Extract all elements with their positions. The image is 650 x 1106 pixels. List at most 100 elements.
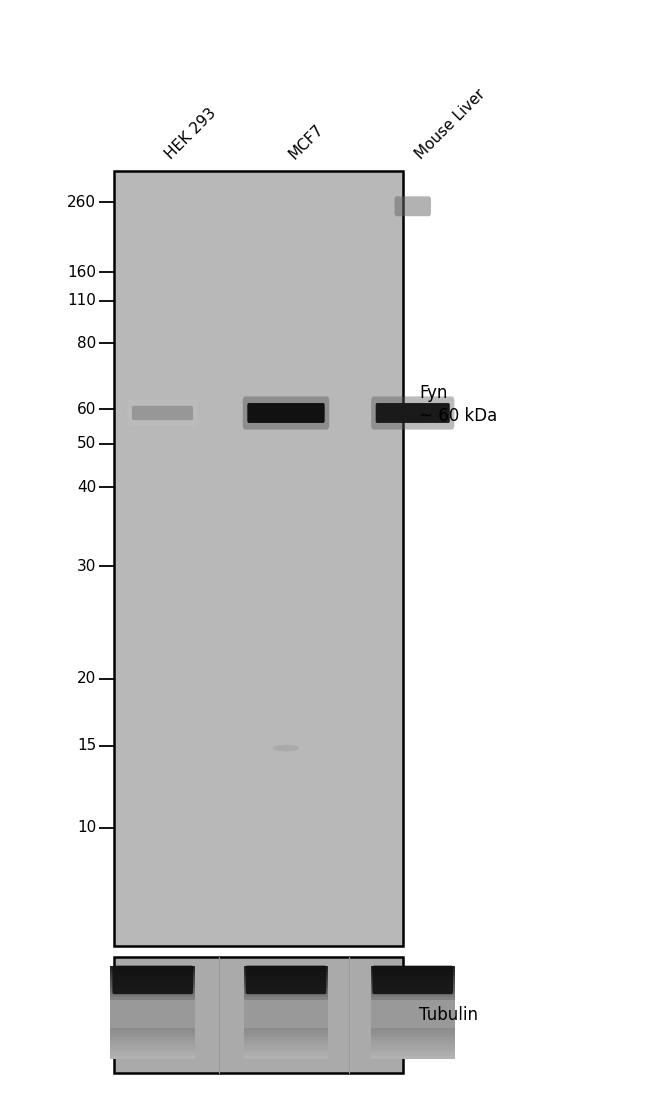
Bar xyxy=(111,972,195,975)
Text: 160: 160 xyxy=(67,264,96,280)
Bar xyxy=(244,1053,328,1056)
Bar xyxy=(244,1003,328,1006)
Bar xyxy=(111,1037,195,1041)
Bar xyxy=(370,1010,455,1012)
Ellipse shape xyxy=(273,745,299,752)
Bar xyxy=(111,997,195,1000)
Bar xyxy=(370,1003,455,1006)
Text: 50: 50 xyxy=(77,437,96,451)
Bar xyxy=(111,1019,195,1022)
Bar xyxy=(114,957,403,1073)
Bar xyxy=(244,1022,328,1025)
Text: 260: 260 xyxy=(67,195,96,210)
Bar xyxy=(111,984,195,988)
Bar xyxy=(111,1003,195,1006)
Text: MCF7: MCF7 xyxy=(286,122,326,163)
Bar xyxy=(370,966,455,969)
Text: 60: 60 xyxy=(77,401,96,417)
Bar xyxy=(244,1043,328,1046)
Bar xyxy=(370,1041,455,1043)
Bar xyxy=(111,1043,195,1046)
Bar xyxy=(111,994,195,997)
Bar xyxy=(370,981,455,984)
FancyBboxPatch shape xyxy=(246,966,326,994)
Bar xyxy=(244,988,328,991)
Bar xyxy=(111,1031,195,1034)
Bar xyxy=(370,975,455,979)
Text: Mouse Liver: Mouse Liver xyxy=(413,87,489,163)
Bar xyxy=(111,1027,195,1031)
Bar xyxy=(370,1025,455,1027)
Bar xyxy=(370,994,455,997)
Bar xyxy=(244,1041,328,1043)
Bar xyxy=(111,981,195,984)
Bar xyxy=(370,1053,455,1056)
FancyBboxPatch shape xyxy=(372,966,453,994)
Bar xyxy=(111,1006,195,1010)
Bar xyxy=(111,975,195,979)
Bar xyxy=(370,988,455,991)
Bar xyxy=(244,981,328,984)
Bar xyxy=(370,1015,455,1019)
Bar xyxy=(244,1037,328,1041)
Bar xyxy=(244,1025,328,1027)
Text: 10: 10 xyxy=(77,821,96,835)
Bar xyxy=(111,969,195,972)
Bar xyxy=(111,966,195,969)
Bar xyxy=(244,1015,328,1019)
Bar xyxy=(244,1031,328,1034)
Bar xyxy=(370,997,455,1000)
Bar xyxy=(244,969,328,972)
Bar xyxy=(111,1022,195,1025)
Bar xyxy=(370,1006,455,1010)
Bar xyxy=(244,994,328,997)
Text: HEK 293: HEK 293 xyxy=(162,106,219,163)
FancyBboxPatch shape xyxy=(247,403,325,422)
FancyBboxPatch shape xyxy=(376,403,450,422)
Bar xyxy=(111,1056,195,1058)
Bar xyxy=(370,969,455,972)
Bar xyxy=(370,1050,455,1053)
Bar xyxy=(370,984,455,988)
Bar xyxy=(111,1025,195,1027)
Text: 15: 15 xyxy=(77,739,96,753)
Bar xyxy=(111,988,195,991)
Bar xyxy=(244,1046,328,1050)
Bar xyxy=(244,991,328,994)
Bar xyxy=(370,1000,455,1003)
Bar xyxy=(244,1050,328,1053)
Bar xyxy=(244,997,328,1000)
Bar xyxy=(244,1027,328,1031)
Bar xyxy=(111,1034,195,1037)
Text: 20: 20 xyxy=(77,671,96,686)
Bar xyxy=(244,1000,328,1003)
FancyBboxPatch shape xyxy=(243,396,329,429)
Text: 80: 80 xyxy=(77,336,96,351)
Bar xyxy=(244,1010,328,1012)
Text: Fyn: Fyn xyxy=(419,384,448,401)
Bar xyxy=(370,1046,455,1050)
Bar xyxy=(370,1043,455,1046)
Bar xyxy=(370,1031,455,1034)
Text: Tubulin: Tubulin xyxy=(419,1005,478,1024)
Text: 110: 110 xyxy=(68,293,96,309)
Bar xyxy=(244,966,328,969)
Bar xyxy=(370,1056,455,1058)
FancyBboxPatch shape xyxy=(395,197,431,217)
Bar xyxy=(244,975,328,979)
Bar xyxy=(370,1034,455,1037)
Bar xyxy=(370,972,455,975)
Bar xyxy=(244,972,328,975)
Bar xyxy=(244,1012,328,1015)
Bar xyxy=(111,1015,195,1019)
FancyBboxPatch shape xyxy=(112,966,193,994)
Bar xyxy=(244,1019,328,1022)
Bar xyxy=(370,1037,455,1041)
Bar xyxy=(111,1050,195,1053)
Bar xyxy=(244,1056,328,1058)
Bar xyxy=(111,991,195,994)
Bar xyxy=(370,1012,455,1015)
Bar xyxy=(370,991,455,994)
Text: 40: 40 xyxy=(77,480,96,494)
Bar xyxy=(111,1053,195,1056)
